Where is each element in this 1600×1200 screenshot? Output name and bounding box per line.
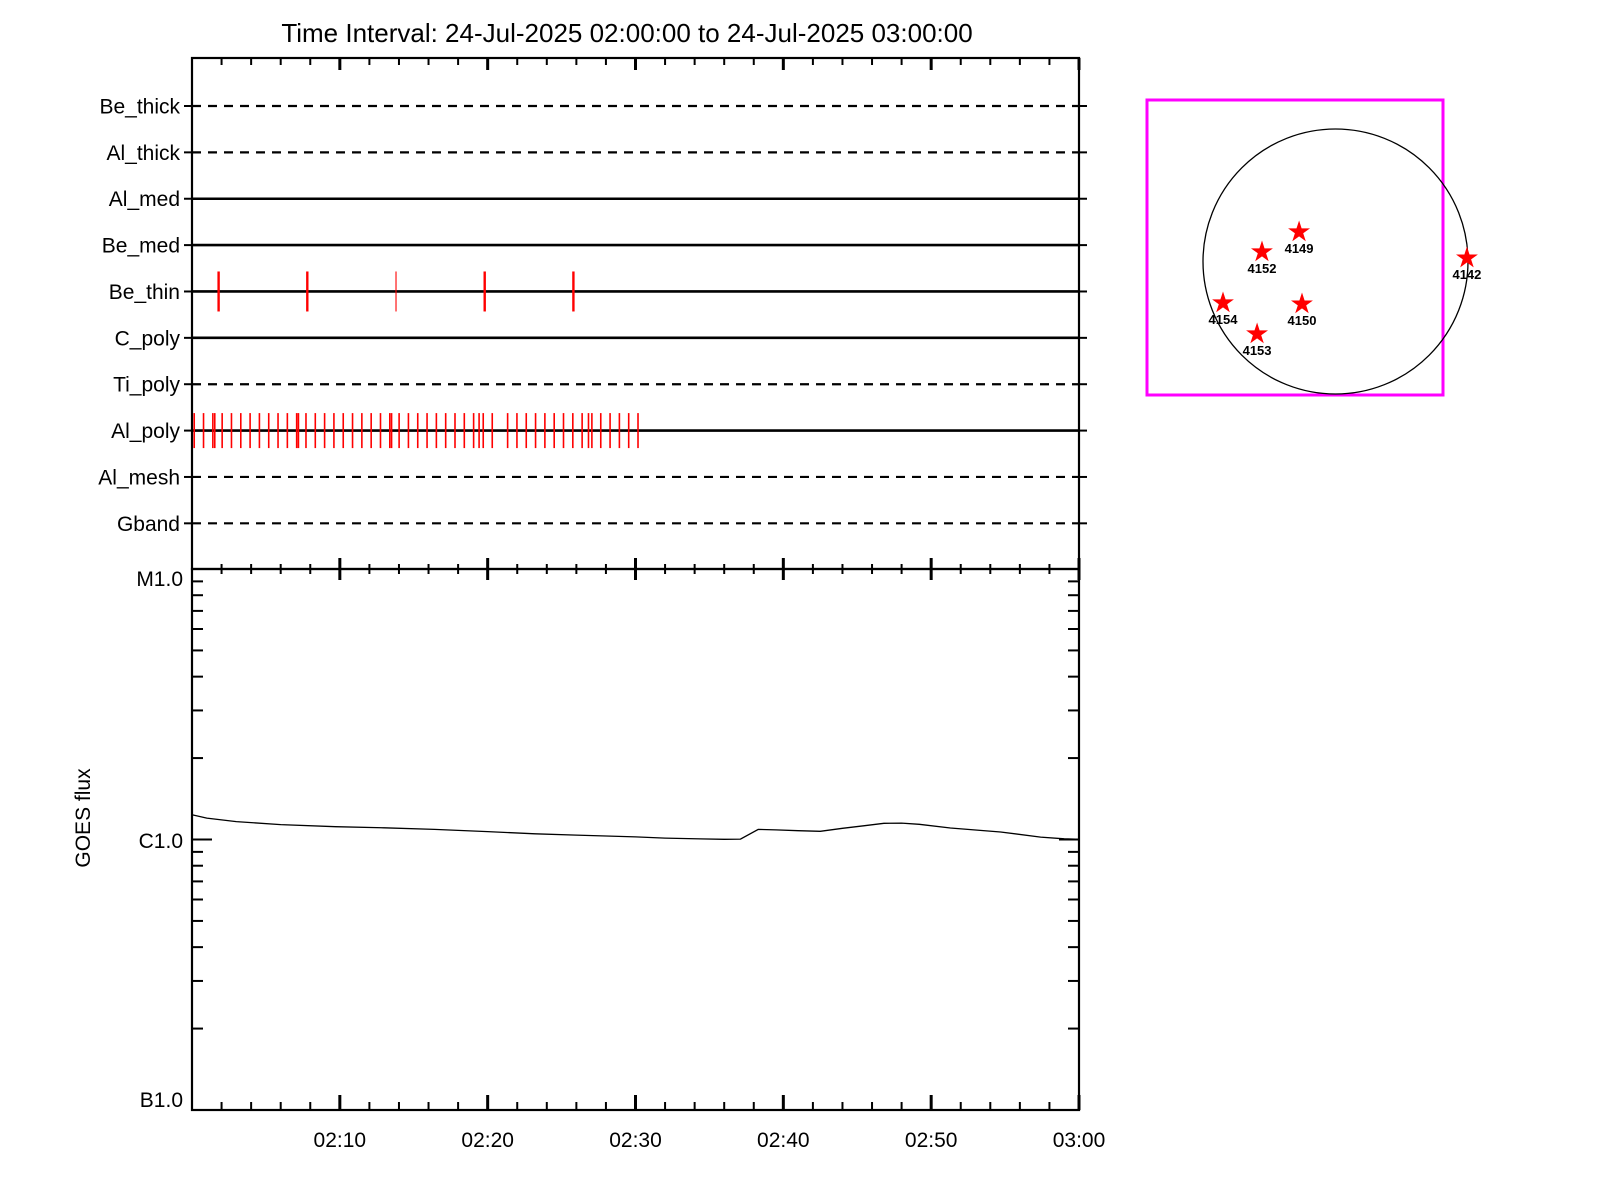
goes-flux-curve — [191, 814, 1080, 840]
filter-label: Gband — [117, 513, 180, 536]
goes-xtick-label: 02:10 — [314, 1129, 367, 1152]
timeline-rows: Be_thick Al_thick Al_med Be_med Be_thin C_pol… — [98, 96, 1087, 536]
goes-y-axis-title: GOES flux — [72, 768, 95, 868]
filter-label: Al_med — [109, 188, 180, 211]
active-region-label: 4149 — [1285, 241, 1314, 256]
active-region-label: 4152 — [1248, 261, 1277, 276]
active-region-star — [1246, 322, 1268, 344]
filter-label: C_poly — [115, 327, 181, 350]
goes-xtick-label: 03:00 — [1053, 1129, 1106, 1152]
goes-frame — [190, 567, 1081, 1112]
goes-panel: M1.0 C1.0 B1.0 GOES flux 02:10 02:20 02:… — [72, 567, 1106, 1152]
timeline-x-ticks — [220, 58, 1081, 580]
goes-xtick-label: 02:50 — [905, 1129, 958, 1152]
active-region-star — [1288, 220, 1310, 242]
goes-xtick-label: 02:40 — [757, 1129, 810, 1152]
goes-ytick-label-c1: C1.0 — [139, 830, 183, 853]
active-regions: 4149 4152 4142 4154 4150 4153 — [1209, 220, 1481, 358]
filter-label: Al_mesh — [98, 466, 180, 489]
sun-inset: 4149 4152 4142 4154 4150 4153 — [1145, 98, 1481, 397]
goes-curve-group — [191, 814, 1080, 840]
active-region-star — [1291, 292, 1313, 314]
active-region-label: 4142 — [1452, 267, 1481, 282]
filter-label: Be_thick — [99, 96, 180, 119]
filter-label: Al_thick — [106, 142, 180, 165]
timeline-frame — [190, 56, 1081, 571]
goes-xtick-label: 02:30 — [609, 1129, 662, 1152]
plot-title: Time Interval: 24-Jul-2025 02:00:00 to 2… — [281, 18, 972, 48]
goes-axis-ticks — [192, 580, 1081, 1110]
filter-label: Al_poly — [111, 420, 180, 443]
fov-box — [1145, 98, 1445, 397]
goes-ytick-label-m1: M1.0 — [136, 568, 183, 591]
goes-xtick-label: 02:20 — [461, 1129, 514, 1152]
filter-label: Ti_poly — [113, 374, 180, 397]
active-region-star — [1456, 246, 1478, 268]
active-region-star — [1212, 291, 1234, 313]
filter-label: Be_thin — [109, 281, 180, 304]
goes-ytick-label-b1: B1.0 — [140, 1089, 183, 1112]
active-region-label: 4150 — [1288, 313, 1317, 328]
timeline-panel: Be_thick Al_thick Al_med Be_med Be_thin C_pol… — [98, 56, 1087, 580]
filter-label: Be_med — [102, 235, 180, 258]
active-region-label: 4153 — [1243, 343, 1272, 358]
active-region-label: 4154 — [1209, 312, 1239, 327]
active-region-star — [1251, 240, 1273, 262]
